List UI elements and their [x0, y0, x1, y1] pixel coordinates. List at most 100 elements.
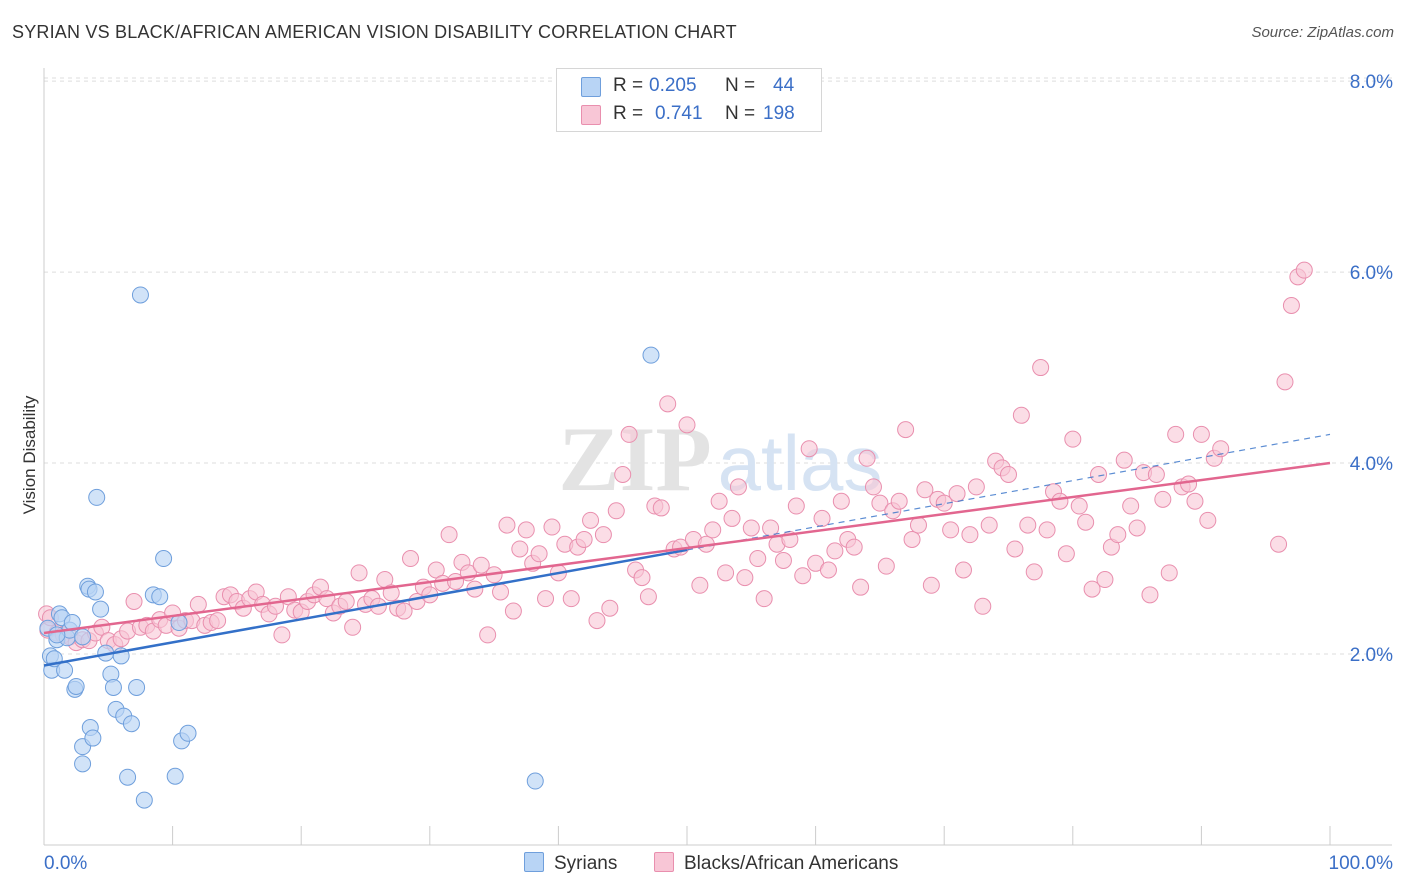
data-point-blacks	[1199, 511, 1217, 529]
data-point-blacks	[1212, 440, 1230, 458]
data-point-syrians	[104, 678, 122, 696]
data-point-syrians	[67, 677, 85, 695]
data-point-blacks	[1115, 451, 1133, 469]
data-point-blacks	[710, 492, 728, 510]
axes	[43, 68, 1392, 846]
bottom-legend-label-syrians: Syrians	[554, 853, 618, 874]
data-point-blacks	[742, 519, 760, 537]
data-point-blacks	[1083, 580, 1101, 598]
data-point-blacks	[1051, 492, 1069, 510]
data-point-blacks	[601, 599, 619, 617]
data-point-blacks	[813, 509, 831, 527]
data-point-blacks	[543, 518, 561, 536]
data-point-blacks	[479, 626, 497, 644]
data-point-blacks	[826, 542, 844, 560]
data-point-blacks	[1070, 497, 1088, 515]
x-tick-label-min: 0.0%	[44, 853, 87, 874]
bottom-legend-swatch-blacks	[654, 852, 674, 872]
data-point-blacks	[890, 492, 908, 510]
data-point-blacks	[1180, 475, 1198, 493]
data-point-blacks	[402, 550, 420, 568]
data-point-blacks	[575, 530, 593, 548]
data-point-blacks	[967, 478, 985, 496]
data-point-blacks	[800, 440, 818, 458]
data-point-blacks	[729, 478, 747, 496]
data-point-blacks	[1141, 586, 1159, 604]
data-point-blacks	[736, 569, 754, 587]
data-point-blacks	[350, 564, 368, 582]
bottom-legend-syrians: Syrians	[524, 852, 617, 875]
data-point-blacks	[633, 569, 651, 587]
data-point-syrians	[56, 661, 74, 679]
data-point-blacks	[717, 564, 735, 582]
data-point-syrians	[131, 286, 149, 304]
data-point-blacks	[897, 421, 915, 439]
data-point-blacks	[125, 593, 143, 611]
watermark-atlas: atlas	[718, 419, 883, 507]
legend-n-value-blacks: 198	[763, 103, 795, 124]
data-point-blacks	[1154, 490, 1172, 508]
data-point-blacks	[852, 578, 870, 596]
data-point-syrians	[526, 772, 544, 790]
data-point-syrians	[86, 583, 104, 601]
y-tick-label: 8.0%	[1350, 72, 1393, 93]
data-point-blacks	[498, 516, 516, 534]
data-point-blacks	[1032, 359, 1050, 377]
data-point-blacks	[871, 494, 889, 512]
data-point-syrians	[88, 488, 106, 506]
data-point-blacks	[954, 561, 972, 579]
data-point-syrians	[151, 588, 169, 606]
legend-swatch-blacks	[581, 105, 601, 125]
x-tick-label-max: 100.0%	[1329, 853, 1394, 874]
legend: R = 0.205 N = 44 R = 0.741 N = 198	[556, 68, 822, 132]
data-point-blacks	[1282, 296, 1300, 314]
data-point-syrians	[84, 729, 102, 747]
bottom-legend-blacks: Blacks/African Americans	[654, 852, 898, 875]
data-point-syrians	[74, 755, 92, 773]
data-point-blacks	[1276, 373, 1294, 391]
data-point-blacks	[395, 602, 413, 620]
data-point-blacks	[877, 557, 895, 575]
data-point-syrians	[166, 767, 184, 785]
bottom-legend-swatch-syrians	[524, 852, 544, 872]
data-point-blacks	[858, 449, 876, 467]
y-tick-label: 6.0%	[1350, 263, 1393, 284]
data-point-blacks	[678, 416, 696, 434]
data-point-blacks	[723, 509, 741, 527]
legend-r-value-syrians: 0.205	[649, 75, 697, 96]
data-point-syrians	[642, 346, 660, 364]
data-point-syrians	[155, 550, 173, 568]
data-point-blacks	[1160, 564, 1178, 582]
watermark: ZIP atlas	[558, 408, 882, 510]
legend-n-label: N =	[725, 103, 756, 124]
data-point-blacks	[659, 395, 677, 413]
data-point-blacks	[1295, 261, 1313, 279]
data-point-syrians	[74, 628, 92, 646]
data-point-blacks	[916, 481, 934, 499]
legend-swatch-syrians	[581, 77, 601, 97]
trend-lines	[43, 433, 1331, 667]
data-point-blacks	[1147, 466, 1165, 484]
series-blacks-points	[38, 261, 1313, 653]
data-point-blacks	[948, 485, 966, 503]
data-point-blacks	[639, 588, 657, 606]
y-tick-label: 2.0%	[1350, 645, 1393, 666]
data-point-blacks	[819, 561, 837, 579]
legend-n-label: N =	[725, 75, 756, 96]
data-point-blacks	[704, 521, 722, 539]
data-point-blacks	[1122, 497, 1140, 515]
legend-n-value-syrians: 44	[773, 75, 795, 96]
data-point-blacks	[1109, 526, 1127, 544]
data-point-blacks	[749, 550, 767, 568]
data-point-blacks	[504, 602, 522, 620]
trend-line-syrians	[43, 548, 688, 667]
data-point-blacks	[344, 618, 362, 636]
data-point-blacks	[755, 590, 773, 608]
data-point-blacks	[189, 595, 207, 613]
data-point-blacks	[1006, 540, 1024, 558]
series-syrians-points	[39, 286, 660, 809]
data-point-blacks	[1012, 406, 1030, 424]
data-point-blacks	[607, 502, 625, 520]
data-point-blacks	[794, 567, 812, 585]
